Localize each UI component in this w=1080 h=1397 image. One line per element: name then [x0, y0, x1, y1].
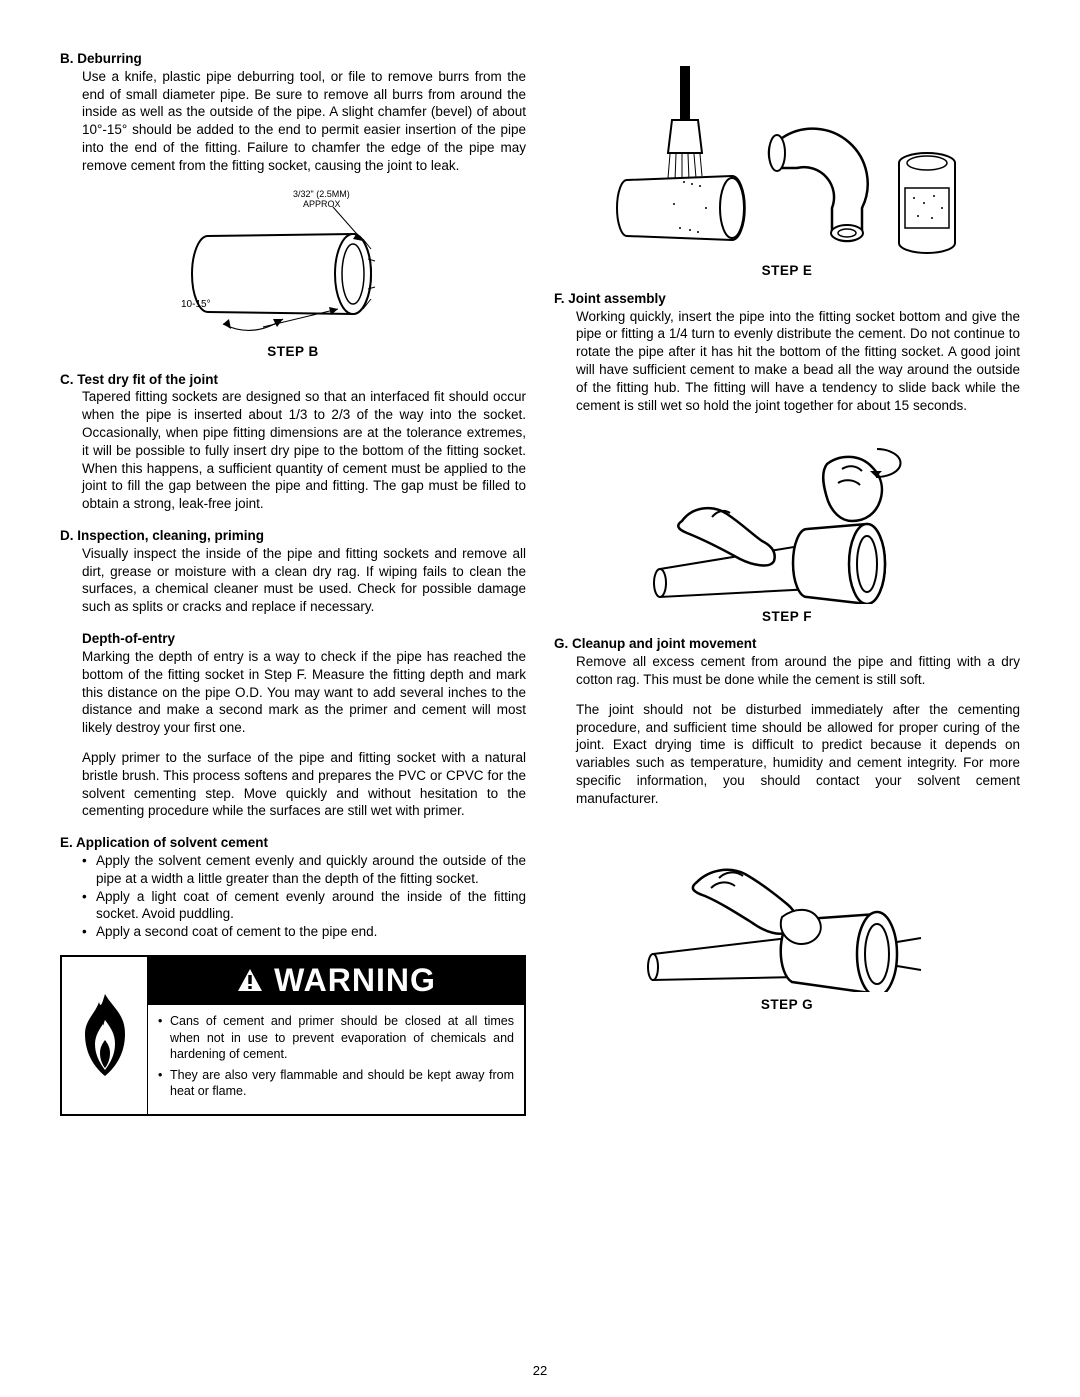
- flame-icon: [73, 990, 137, 1080]
- list-e: Apply the solvent cement evenly and quic…: [60, 852, 526, 941]
- right-column: STEP E F. Joint assembly Working quickly…: [554, 50, 1020, 1116]
- figure-step-e: [554, 58, 1020, 258]
- section-g: G. Cleanup and joint movement Remove all…: [554, 635, 1020, 807]
- cement-application-diagram: [602, 58, 972, 258]
- joint-assembly-diagram: [652, 429, 922, 604]
- section-d: D. Inspection, cleaning, priming Visuall…: [60, 527, 526, 616]
- section-f: F. Joint assembly Working quickly, inser…: [554, 290, 1020, 415]
- step-f-label: STEP F: [554, 608, 1020, 626]
- warning-title: WARNING: [274, 959, 436, 1001]
- step-e-label: STEP E: [554, 262, 1020, 280]
- heading-e: E. Application of solvent cement: [60, 834, 526, 852]
- step-g-label: STEP G: [554, 996, 1020, 1014]
- body-c: Tapered fitting sockets are designed so …: [60, 388, 526, 513]
- page-number: 22: [0, 1362, 1080, 1379]
- list-item: They are also very flammable and should …: [158, 1067, 514, 1100]
- body-depth-1: Marking the depth of entry is a way to c…: [60, 648, 526, 737]
- pipe-chamfer-diagram: 3/32" (2.5MM) APPROX 10-15°: [163, 189, 423, 339]
- heading-g: G. Cleanup and joint movement: [554, 635, 1020, 653]
- section-c: C. Test dry fit of the joint Tapered fit…: [60, 371, 526, 514]
- cleanup-diagram: [647, 822, 927, 992]
- figure-step-b: 3/32" (2.5MM) APPROX 10-15°: [60, 189, 526, 339]
- body-b: Use a knife, plastic pipe deburring tool…: [60, 68, 526, 175]
- section-depth: Depth-of-entry Marking the depth of entr…: [60, 630, 526, 820]
- list-item: Apply a second coat of cement to the pip…: [82, 923, 526, 941]
- body-g-1: Remove all excess cement from around the…: [554, 653, 1020, 689]
- figure-step-g: [554, 822, 1020, 992]
- figb-angle: 10-15°: [181, 299, 211, 310]
- left-column: B. Deburring Use a knife, plastic pipe d…: [60, 50, 526, 1116]
- step-b-label: STEP B: [60, 343, 526, 361]
- body-d: Visually inspect the inside of the pipe …: [60, 545, 526, 616]
- flame-icon-cell: [62, 957, 148, 1114]
- section-e: E. Application of solvent cement Apply t…: [60, 834, 526, 941]
- heading-b: B. Deburring: [60, 50, 526, 68]
- list-item: Apply the solvent cement evenly and quic…: [82, 852, 526, 888]
- figb-note2: APPROX: [303, 199, 341, 209]
- heading-f: F. Joint assembly: [554, 290, 1020, 308]
- body-g-2: The joint should not be disturbed immedi…: [554, 701, 1020, 808]
- figure-step-f: [554, 429, 1020, 604]
- heading-depth: Depth-of-entry: [60, 630, 526, 648]
- heading-c: C. Test dry fit of the joint: [60, 371, 526, 389]
- heading-d: D. Inspection, cleaning, priming: [60, 527, 526, 545]
- warning-list: Cans of cement and primer should be clos…: [148, 1005, 524, 1114]
- figb-note1: 3/32" (2.5MM): [293, 189, 350, 199]
- warning-banner: WARNING: [148, 957, 524, 1005]
- section-b: B. Deburring Use a knife, plastic pipe d…: [60, 50, 526, 175]
- warning-body: WARNING Cans of cement and primer should…: [148, 957, 524, 1114]
- page-content: B. Deburring Use a knife, plastic pipe d…: [0, 0, 1080, 1136]
- body-f: Working quickly, insert the pipe into th…: [554, 308, 1020, 415]
- alert-triangle-icon: [236, 967, 264, 993]
- list-item: Apply a light coat of cement evenly arou…: [82, 888, 526, 924]
- list-item: Cans of cement and primer should be clos…: [158, 1013, 514, 1063]
- warning-box: WARNING Cans of cement and primer should…: [60, 955, 526, 1116]
- body-depth-2: Apply primer to the surface of the pipe …: [60, 749, 526, 820]
